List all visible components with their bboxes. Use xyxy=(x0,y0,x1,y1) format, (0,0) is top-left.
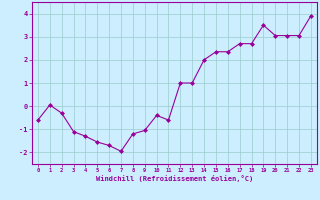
X-axis label: Windchill (Refroidissement éolien,°C): Windchill (Refroidissement éolien,°C) xyxy=(96,175,253,182)
